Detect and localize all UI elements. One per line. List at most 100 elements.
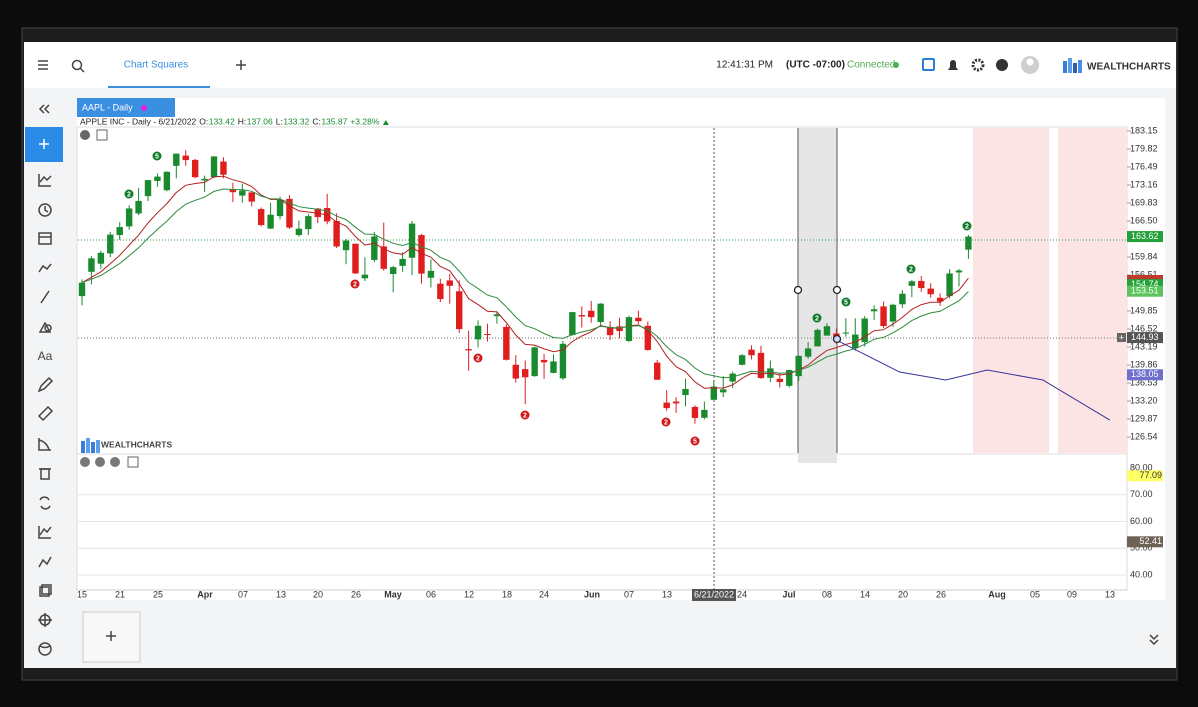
add-tab-button[interactable] [236,60,246,70]
candle-body [946,273,953,297]
ohlc-info: C: [312,116,321,126]
candle-body [672,401,680,404]
y-tick-label: 166.50 [1130,215,1158,225]
candle-body [927,288,934,295]
signal-label: 2 [815,315,819,322]
x-tick-label: 18 [502,589,512,599]
sidebar-tools[interactable] [37,174,54,656]
candle-body [154,176,161,181]
candle-body [465,349,472,351]
x-tick-label: 25 [153,589,163,599]
connection-status: Connected [847,60,895,71]
symbol: AAPL - Daily [82,102,133,112]
x-tick-label: 13 [276,589,286,599]
y-tick-label: 146.52 [1130,323,1158,333]
candle-body [748,349,755,356]
y-tick-label: 159.84 [1130,251,1158,261]
watermark-bar [81,441,85,453]
anchor-point [832,285,842,295]
candle-body [795,355,802,377]
y-tick-label: 173.16 [1130,179,1158,189]
avatar-head [1026,58,1034,66]
x-tick-label: 07 [238,589,248,599]
x-tick-label: 24 [539,589,549,599]
candle-body [870,309,878,312]
x-tick-label: Apr [197,589,213,599]
candle-body [116,227,123,236]
anchor-point [832,334,842,344]
candle-body [493,314,501,317]
ohlc-info: 133.32 [283,116,309,126]
text-tool[interactable]: Aa [38,349,53,363]
indicator-tag-label: 52.41 [1139,536,1162,546]
candle-body [257,209,265,226]
y-tick-label: 80.00 [1130,462,1153,472]
candle-body [654,362,661,380]
candle-body [248,192,255,202]
help-button[interactable] [996,59,1008,71]
signal-label: 2 [664,419,668,426]
candle-body [880,306,887,327]
pane-tool [96,129,108,141]
symbol-tab[interactable] [77,98,175,117]
settings-button[interactable] [971,58,985,72]
search-button[interactable] [71,59,85,73]
candle-body [267,214,274,229]
price-tag-label: 154.74 [1131,279,1159,289]
candle-body [446,280,453,286]
ohlc-info: O: [199,116,208,126]
x-tick-label: Aug [988,589,1006,599]
candle-body [569,312,576,336]
candle-body [889,304,897,322]
indicator-tag [1127,470,1163,482]
x-tick-label: 20 [898,589,908,599]
add-chart-button[interactable] [82,611,141,663]
candle-body [135,200,142,214]
candle-body [899,293,906,305]
chart-watermark-logo [81,438,100,453]
watermark-bar [91,442,95,453]
watermark-bar [86,438,90,453]
price-tag [1127,285,1163,297]
save-button[interactable] [922,58,935,71]
candle-body [663,402,670,409]
add-icon [39,139,49,149]
signal-marker [690,436,700,446]
signal-label: 2 [353,281,357,288]
crosshair-add-icon: + [1119,332,1124,342]
candle-body [295,228,303,236]
candle-body [97,252,105,264]
candle-body [371,236,378,260]
candle-body [182,155,189,161]
y-tick-label: 143.19 [1130,341,1158,351]
signal-marker [473,353,483,363]
timezone: (UTC -07:00) [786,60,845,71]
pane-tool [80,457,90,467]
alerts-button[interactable] [948,60,958,70]
status-dot [893,62,899,68]
price-tag [1127,369,1163,381]
x-tick-label: 6/21/2022 [694,589,734,599]
candle-body [955,270,963,273]
menu-button[interactable] [38,60,48,70]
x-tick-label: 26 [351,589,361,599]
candle-body [474,325,482,340]
candle-body [437,283,444,300]
signal-marker [152,151,162,161]
candle-body [305,216,312,230]
candle-body [352,243,359,274]
price-tag-label: 144.93 [1131,332,1159,342]
expand-button[interactable] [1149,634,1159,646]
candle-body [625,317,633,341]
tab[interactable]: Chart Squares [124,60,188,71]
candle-body [965,236,972,250]
y-tick-label: 50.00 [1130,543,1153,553]
ohlc-info: 137.06 [247,116,273,126]
x-tick-label: 24 [737,589,747,599]
x-tick-label: 26 [936,589,946,599]
ohlc-info: H: [238,116,247,126]
y-tick-label: 40.00 [1130,569,1153,579]
collapse-button[interactable] [38,104,50,114]
chart-watermark: WEALTHCHARTS [101,439,172,449]
